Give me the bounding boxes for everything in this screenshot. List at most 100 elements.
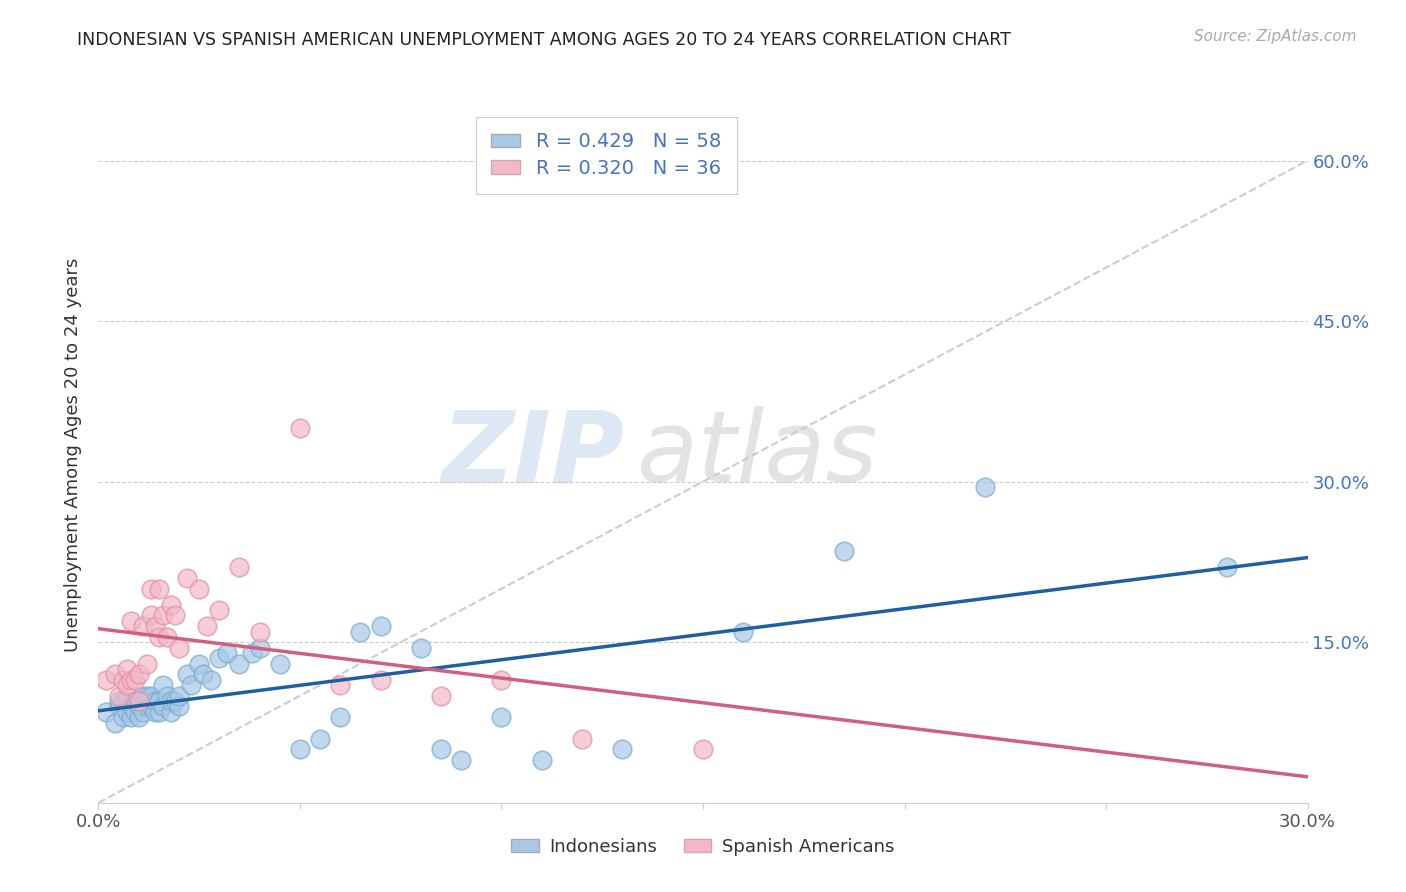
- Point: [120, 699, 142, 714]
- Point: [115, 705, 138, 719]
- Point: [491, 710, 513, 724]
- Point: [188, 657, 211, 671]
- Point: [430, 689, 453, 703]
- Point: [160, 705, 183, 719]
- Point: [692, 742, 714, 756]
- Point: [180, 678, 202, 692]
- Point: [135, 689, 157, 703]
- Point: [139, 699, 162, 714]
- Point: [450, 753, 472, 767]
- Point: [107, 699, 129, 714]
- Point: [200, 673, 222, 687]
- Point: [124, 694, 146, 708]
- Point: [163, 694, 186, 708]
- Point: [148, 582, 170, 596]
- Point: [163, 608, 186, 623]
- Point: [409, 640, 432, 655]
- Point: [329, 710, 352, 724]
- Point: [152, 699, 174, 714]
- Point: [160, 598, 183, 612]
- Point: [124, 673, 146, 687]
- Point: [288, 742, 311, 756]
- Point: [111, 694, 134, 708]
- Point: [370, 673, 392, 687]
- Point: [139, 582, 162, 596]
- Point: [491, 673, 513, 687]
- Point: [96, 673, 118, 687]
- Point: [124, 705, 146, 719]
- Point: [208, 651, 231, 665]
- Point: [111, 673, 134, 687]
- Point: [571, 731, 593, 746]
- Point: [132, 689, 155, 703]
- Point: [188, 582, 211, 596]
- Point: [120, 673, 142, 687]
- Text: atlas: atlas: [637, 407, 879, 503]
- Point: [107, 689, 129, 703]
- Point: [143, 619, 166, 633]
- Point: [530, 753, 553, 767]
- Point: [139, 689, 162, 703]
- Text: ZIP: ZIP: [441, 407, 624, 503]
- Point: [115, 694, 138, 708]
- Point: [148, 630, 170, 644]
- Point: [733, 624, 755, 639]
- Legend: Indonesians, Spanish Americans: Indonesians, Spanish Americans: [505, 831, 901, 863]
- Point: [228, 560, 250, 574]
- Point: [128, 694, 150, 708]
- Point: [832, 544, 855, 558]
- Point: [111, 710, 134, 724]
- Point: [349, 624, 371, 639]
- Point: [370, 619, 392, 633]
- Point: [152, 608, 174, 623]
- Point: [135, 657, 157, 671]
- Point: [167, 640, 190, 655]
- Point: [240, 646, 263, 660]
- Point: [156, 689, 179, 703]
- Point: [228, 657, 250, 671]
- Point: [176, 667, 198, 681]
- Point: [132, 705, 155, 719]
- Point: [193, 667, 215, 681]
- Point: [103, 715, 125, 730]
- Point: [160, 694, 183, 708]
- Point: [208, 603, 231, 617]
- Point: [128, 710, 150, 724]
- Point: [176, 571, 198, 585]
- Point: [132, 619, 155, 633]
- Y-axis label: Unemployment Among Ages 20 to 24 years: Unemployment Among Ages 20 to 24 years: [65, 258, 83, 652]
- Point: [249, 640, 271, 655]
- Point: [96, 705, 118, 719]
- Point: [115, 662, 138, 676]
- Point: [974, 480, 997, 494]
- Point: [143, 705, 166, 719]
- Point: [167, 699, 190, 714]
- Point: [288, 421, 311, 435]
- Point: [430, 742, 453, 756]
- Point: [269, 657, 291, 671]
- Point: [249, 624, 271, 639]
- Text: Source: ZipAtlas.com: Source: ZipAtlas.com: [1194, 29, 1357, 44]
- Point: [103, 667, 125, 681]
- Point: [1216, 560, 1239, 574]
- Point: [115, 678, 138, 692]
- Point: [612, 742, 634, 756]
- Point: [120, 614, 142, 628]
- Point: [156, 630, 179, 644]
- Point: [329, 678, 352, 692]
- Text: INDONESIAN VS SPANISH AMERICAN UNEMPLOYMENT AMONG AGES 20 TO 24 YEARS CORRELATIO: INDONESIAN VS SPANISH AMERICAN UNEMPLOYM…: [77, 31, 1011, 49]
- Point: [152, 678, 174, 692]
- Point: [309, 731, 332, 746]
- Point: [128, 667, 150, 681]
- Point: [148, 705, 170, 719]
- Point: [107, 694, 129, 708]
- Point: [217, 646, 239, 660]
- Point: [128, 699, 150, 714]
- Point: [167, 689, 190, 703]
- Point: [139, 608, 162, 623]
- Point: [135, 699, 157, 714]
- Point: [195, 619, 218, 633]
- Point: [148, 694, 170, 708]
- Point: [120, 710, 142, 724]
- Point: [143, 694, 166, 708]
